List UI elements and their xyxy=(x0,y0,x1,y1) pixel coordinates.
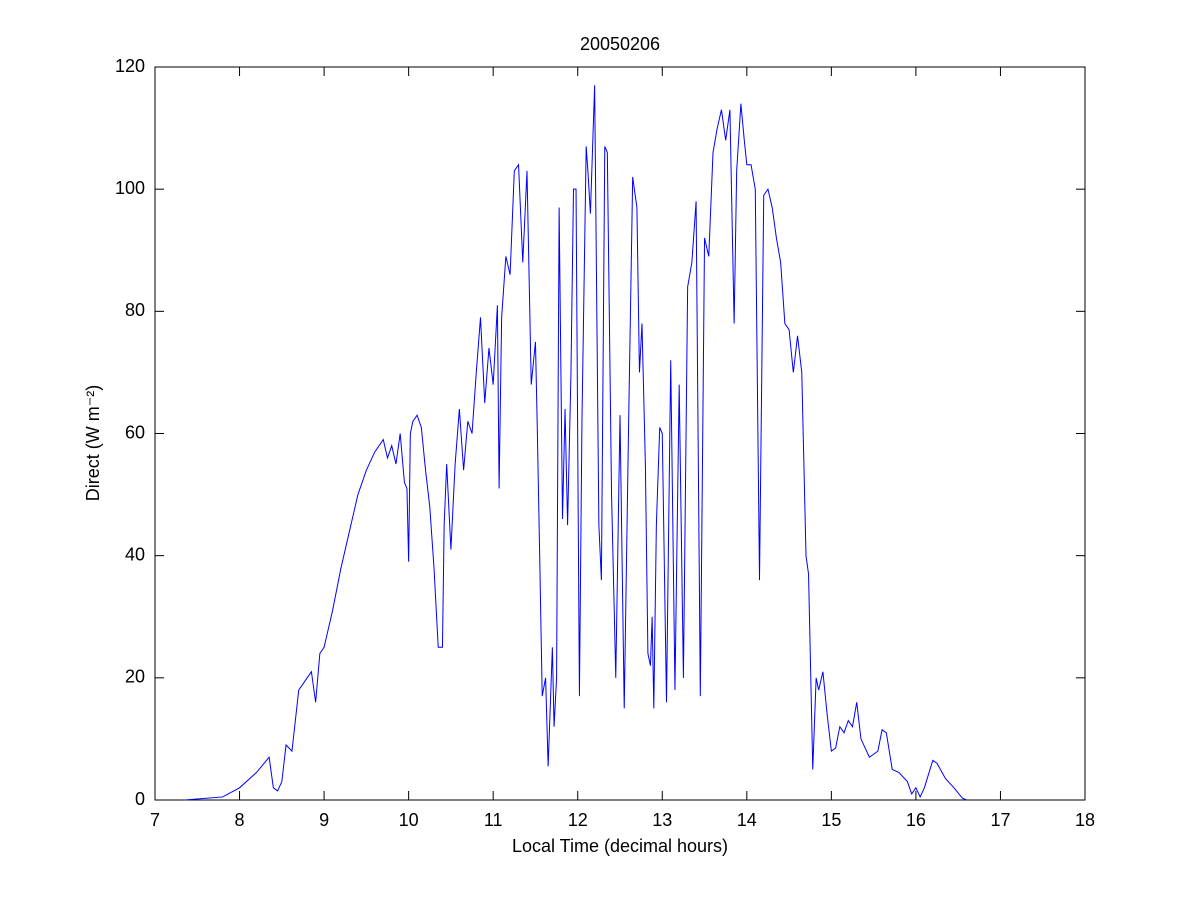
x-tick-label: 8 xyxy=(235,810,245,830)
x-tick-label: 10 xyxy=(399,810,419,830)
x-tick-label: 7 xyxy=(150,810,160,830)
y-tick-label: 120 xyxy=(115,56,145,76)
y-tick-label: 20 xyxy=(125,667,145,687)
x-tick-label: 16 xyxy=(906,810,926,830)
x-tick-label: 17 xyxy=(990,810,1010,830)
x-tick-label: 14 xyxy=(737,810,757,830)
x-tick-label: 18 xyxy=(1075,810,1095,830)
y-tick-label: 80 xyxy=(125,300,145,320)
x-tick-label: 11 xyxy=(484,810,503,830)
data-line xyxy=(184,85,967,801)
x-tick-label: 12 xyxy=(568,810,588,830)
y-tick-label: 60 xyxy=(125,422,145,442)
x-axis-label: Local Time (decimal hours) xyxy=(512,836,728,856)
x-tick-label: 13 xyxy=(652,810,672,830)
y-tick-label: 100 xyxy=(115,178,145,198)
y-tick-label: 40 xyxy=(125,544,145,564)
y-tick-label: 0 xyxy=(135,789,145,809)
x-tick-label: 15 xyxy=(821,810,841,830)
y-axis-label: Direct (W m⁻²) xyxy=(83,385,103,501)
x-tick-label: 9 xyxy=(319,810,329,830)
chart-title: 20050206 xyxy=(580,34,660,54)
